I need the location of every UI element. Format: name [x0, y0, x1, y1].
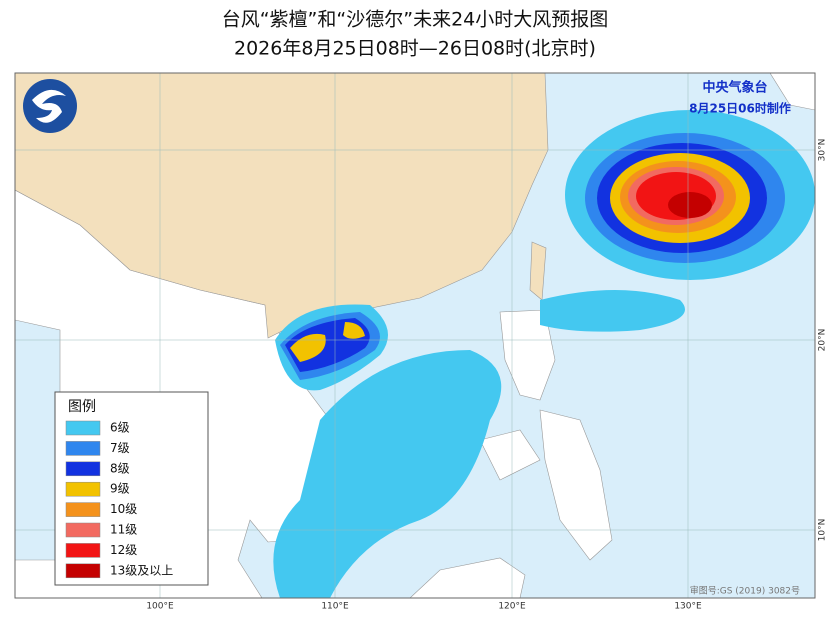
legend-label: 10级 [110, 502, 137, 516]
lat-label: 10°N [818, 519, 828, 542]
land-japan [769, 73, 815, 111]
legend-label: 11级 [110, 523, 137, 537]
lon-label: 110°E [321, 602, 349, 612]
issued: 8月25日06时制作 [689, 101, 791, 116]
graticule [15, 73, 815, 598]
credit: 审图号:GS (2019) 3082号 [690, 585, 800, 597]
agency: 中央气象台 [702, 80, 767, 96]
legend-swatch [65, 563, 101, 579]
legend-title: 图例 [68, 399, 96, 415]
wind-zone [668, 192, 712, 218]
legend-label: 6级 [110, 421, 130, 435]
legend-swatch [65, 420, 101, 436]
legend-swatch [65, 481, 101, 497]
map [15, 73, 815, 598]
wind-zone [273, 350, 502, 598]
lon-label: 130°E [674, 602, 702, 612]
lon-label: 120°E [498, 602, 526, 612]
logo [23, 79, 77, 133]
wind-zones [273, 110, 815, 598]
land-borneo [409, 557, 526, 598]
legend: 图例 6级 7级 8级 9级 10级 11级 12级 13级及以上 [54, 391, 209, 586]
legend-swatch [65, 441, 101, 456]
legend-label: 12级 [110, 543, 137, 557]
legend-swatch [65, 502, 101, 517]
lat-label: 20°N [818, 329, 828, 352]
legend-label: 13级及以上 [110, 563, 173, 577]
map-frame [14, 72, 816, 599]
legend-label: 7级 [110, 441, 130, 455]
legend-swatch [65, 543, 101, 558]
legend-label: 9级 [110, 482, 130, 496]
legend-swatch [65, 461, 101, 477]
lat-label: 30°N [818, 139, 828, 162]
wind-zone [540, 290, 685, 332]
subtitle: 2026年8月25日08时—26日08时(北京时) [234, 38, 596, 60]
wind-zone [290, 322, 365, 362]
legend-label: 8级 [110, 461, 130, 475]
legend-swatch [65, 522, 101, 538]
lon-label: 100°E [146, 602, 174, 612]
title: 台风“紫檀”和“沙德尔”未来24小时大风预报图 [222, 9, 609, 31]
